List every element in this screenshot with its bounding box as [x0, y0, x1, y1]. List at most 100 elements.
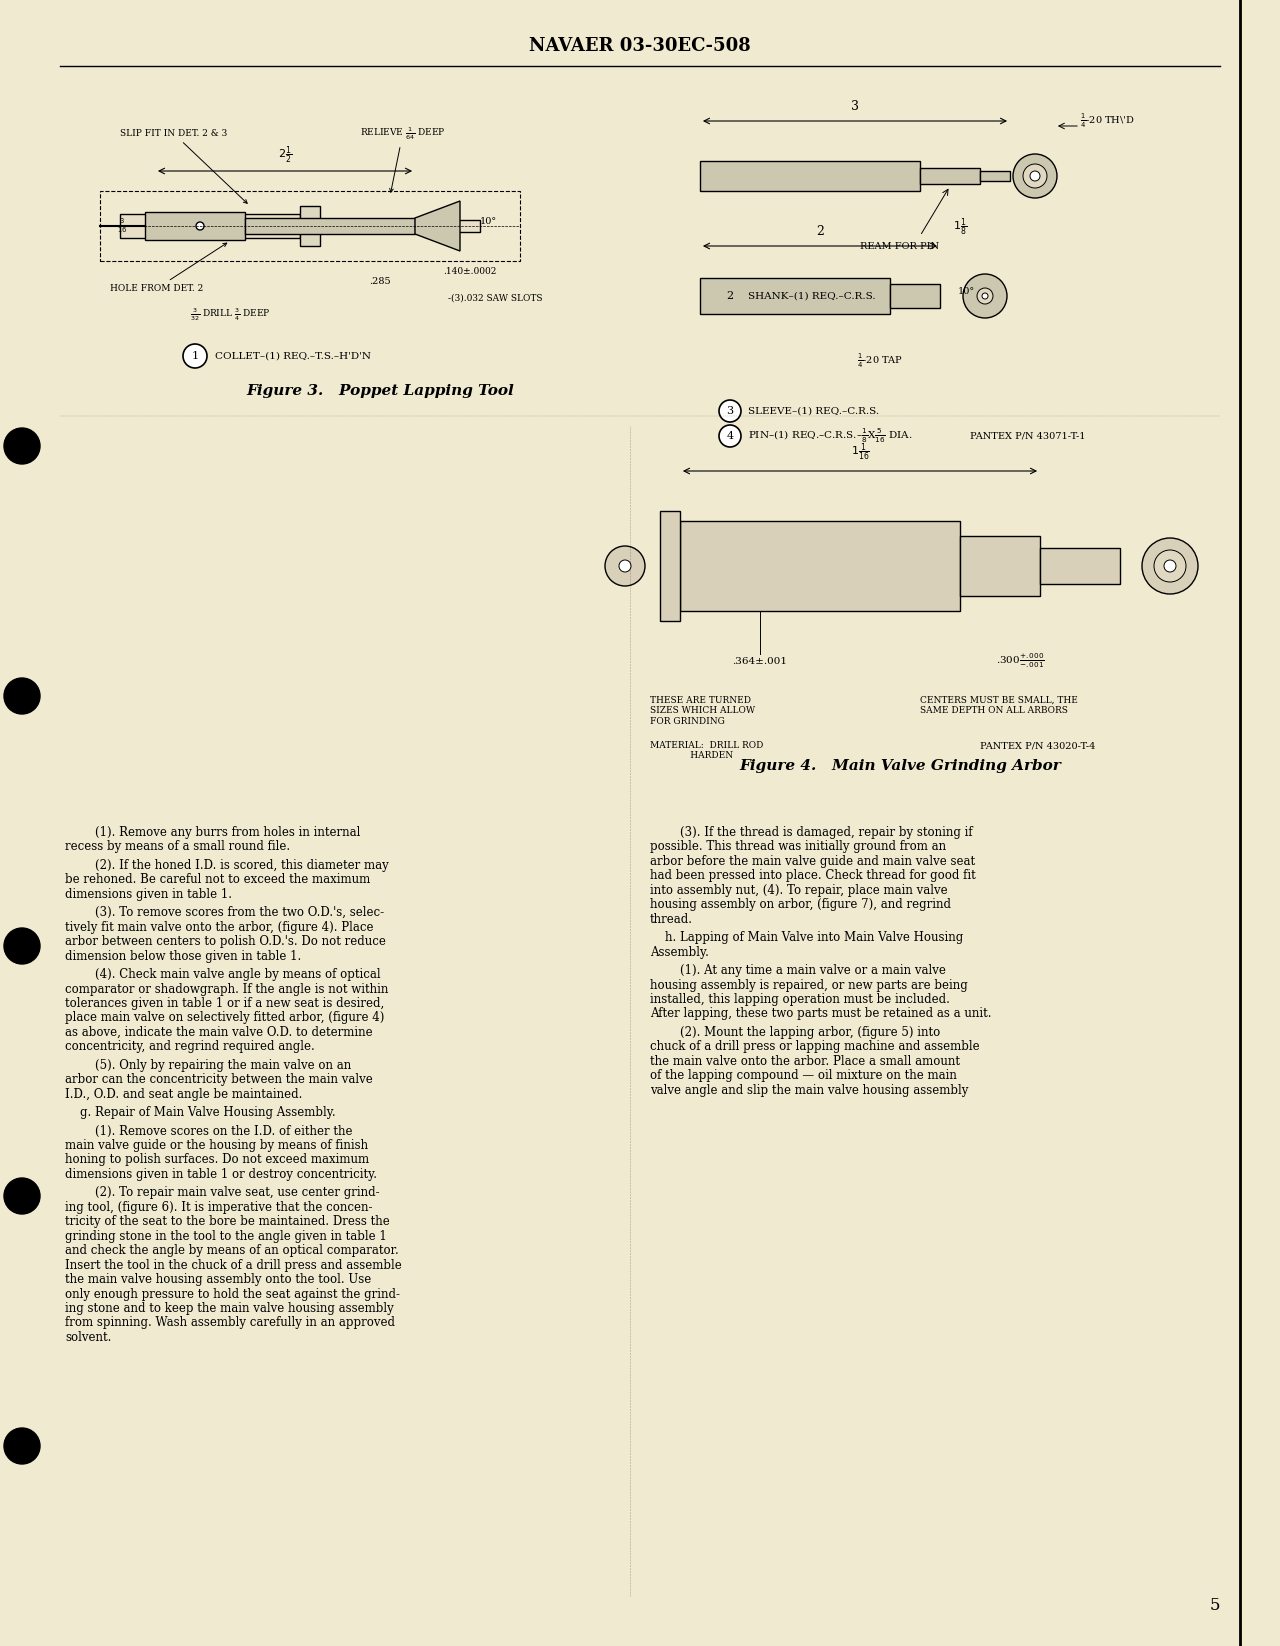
Text: the main valve onto the arbor. Place a small amount: the main valve onto the arbor. Place a s…	[650, 1055, 960, 1068]
Text: 3: 3	[727, 407, 733, 416]
Text: SLIP FIT IN DET. 2 & 3: SLIP FIT IN DET. 2 & 3	[120, 128, 247, 204]
Circle shape	[620, 560, 631, 573]
Bar	[680, 522, 960, 611]
Text: I.D., O.D. and seat angle be maintained.: I.D., O.D. and seat angle be maintained.	[65, 1088, 302, 1101]
Bar	[700, 278, 890, 314]
Circle shape	[4, 428, 40, 464]
Text: $1\frac{1}{8}$: $1\frac{1}{8}$	[954, 217, 966, 239]
Text: honing to polish surfaces. Do not exceed maximum: honing to polish surfaces. Do not exceed…	[65, 1154, 369, 1167]
Text: MATERIAL:  DRILL ROD
              HARDEN: MATERIAL: DRILL ROD HARDEN	[650, 741, 763, 760]
Circle shape	[982, 293, 988, 300]
Text: main valve guide or the housing by means of finish: main valve guide or the housing by means…	[65, 1139, 369, 1152]
Text: THESE ARE TURNED
SIZES WHICH ALLOW
FOR GRINDING: THESE ARE TURNED SIZES WHICH ALLOW FOR G…	[650, 696, 755, 726]
Circle shape	[1142, 538, 1198, 594]
Bar	[100, 191, 520, 262]
Text: Assembly.: Assembly.	[650, 945, 709, 958]
Text: ing tool, (figure 6). It is imperative that the concen-: ing tool, (figure 6). It is imperative t…	[65, 1202, 372, 1213]
Text: Figure 4.   Main Valve Grinding Arbor: Figure 4. Main Valve Grinding Arbor	[739, 759, 1061, 774]
Text: $\frac{1}{4}$-20 TAP: $\frac{1}{4}$-20 TAP	[856, 352, 904, 370]
Polygon shape	[415, 201, 460, 250]
Text: recess by means of a small round file.: recess by means of a small round file.	[65, 841, 291, 853]
Text: (4). Check main valve angle by means of optical: (4). Check main valve angle by means of …	[65, 968, 380, 981]
Text: -(3).032 SAW SLOTS: -(3).032 SAW SLOTS	[448, 293, 543, 303]
Text: place main valve on selectively fitted arbor, (figure 4): place main valve on selectively fitted a…	[65, 1011, 384, 1024]
Bar	[890, 285, 940, 308]
Text: housing assembly is repaired, or new parts are being: housing assembly is repaired, or new par…	[650, 978, 968, 991]
Text: SLEEVE–(1) REQ.–C.R.S.: SLEEVE–(1) REQ.–C.R.S.	[748, 407, 879, 415]
Circle shape	[605, 546, 645, 586]
Text: CENTERS MUST BE SMALL, THE
SAME DEPTH ON ALL ARBORS: CENTERS MUST BE SMALL, THE SAME DEPTH ON…	[920, 696, 1078, 716]
Circle shape	[719, 400, 741, 421]
Text: installed, this lapping operation must be included.: installed, this lapping operation must b…	[650, 993, 950, 1006]
Text: .364±.001: .364±.001	[732, 657, 787, 665]
Circle shape	[719, 285, 741, 308]
Circle shape	[1012, 155, 1057, 198]
Text: tricity of the seat to the bore be maintained. Dress the: tricity of the seat to the bore be maint…	[65, 1215, 389, 1228]
Text: dimensions given in table 1.: dimensions given in table 1.	[65, 887, 232, 900]
Text: (3). If the thread is damaged, repair by stoning if: (3). If the thread is damaged, repair by…	[650, 826, 973, 839]
Circle shape	[1155, 550, 1187, 583]
Circle shape	[719, 425, 741, 448]
Text: COLLET–(1) REQ.–T.S.–H'D'N: COLLET–(1) REQ.–T.S.–H'D'N	[215, 352, 371, 360]
Bar	[980, 171, 1010, 181]
Text: concentricity, and regrind required angle.: concentricity, and regrind required angl…	[65, 1040, 315, 1053]
Text: 10°: 10°	[480, 217, 497, 226]
Text: 2: 2	[727, 291, 733, 301]
Text: only enough pressure to hold the seat against the grind-: only enough pressure to hold the seat ag…	[65, 1287, 399, 1300]
Bar	[920, 168, 980, 184]
Text: into assembly nut, (4). To repair, place main valve: into assembly nut, (4). To repair, place…	[650, 884, 947, 897]
Text: (1). Remove any burrs from holes in internal: (1). Remove any burrs from holes in inte…	[65, 826, 361, 839]
Text: as above, indicate the main valve O.D. to determine: as above, indicate the main valve O.D. t…	[65, 1025, 372, 1039]
Bar	[960, 537, 1039, 596]
Text: (1). Remove scores on the I.D. of either the: (1). Remove scores on the I.D. of either…	[65, 1124, 352, 1137]
Text: from spinning. Wash assembly carefully in an approved: from spinning. Wash assembly carefully i…	[65, 1317, 396, 1330]
Text: solvent.: solvent.	[65, 1332, 111, 1343]
Text: PIN–(1) REQ.–C.R.S.–$\frac{1}{8}$X$\frac{5}{16}$ DIA.: PIN–(1) REQ.–C.R.S.–$\frac{1}{8}$X$\frac…	[748, 426, 913, 444]
Bar	[145, 212, 244, 240]
Bar	[660, 510, 680, 621]
Text: 5: 5	[1210, 1598, 1220, 1615]
Text: dimensions given in table 1 or destroy concentricity.: dimensions given in table 1 or destroy c…	[65, 1169, 378, 1180]
Text: and check the angle by means of an optical comparator.: and check the angle by means of an optic…	[65, 1244, 399, 1258]
Text: 4: 4	[727, 431, 733, 441]
Bar	[1039, 548, 1120, 584]
Text: (3). To remove scores from the two O.D.'s, selec-: (3). To remove scores from the two O.D.'…	[65, 907, 384, 918]
Text: PANTEX P/N 43020-T-4: PANTEX P/N 43020-T-4	[980, 741, 1096, 751]
Text: tolerances given in table 1 or if a new seat is desired,: tolerances given in table 1 or if a new …	[65, 997, 384, 1011]
Circle shape	[4, 678, 40, 714]
Text: .285: .285	[369, 277, 390, 285]
Text: 1: 1	[192, 351, 198, 360]
Text: tively fit main valve onto the arbor, (figure 4). Place: tively fit main valve onto the arbor, (f…	[65, 920, 374, 933]
Text: (1). At any time a main valve or a main valve: (1). At any time a main valve or a main …	[650, 965, 946, 978]
Circle shape	[4, 1179, 40, 1215]
Text: (2). If the honed I.D. is scored, this diameter may: (2). If the honed I.D. is scored, this d…	[65, 859, 389, 872]
Text: housing assembly on arbor, (figure 7), and regrind: housing assembly on arbor, (figure 7), a…	[650, 899, 951, 912]
Text: $1\frac{1}{16}$: $1\frac{1}{16}$	[850, 441, 869, 463]
Text: .300$\frac{+.000}{-.001}$: .300$\frac{+.000}{-.001}$	[996, 652, 1044, 670]
Text: valve angle and slip the main valve housing assembly: valve angle and slip the main valve hous…	[650, 1083, 969, 1096]
Text: After lapping, these two parts must be retained as a unit.: After lapping, these two parts must be r…	[650, 1007, 992, 1021]
Circle shape	[977, 288, 993, 305]
Text: dimension below those given in table 1.: dimension below those given in table 1.	[65, 950, 301, 963]
Text: .140±.0002: .140±.0002	[443, 267, 497, 275]
Text: $\frac{3}{16}$: $\frac{3}{16}$	[118, 217, 128, 235]
Text: grinding stone in the tool to the angle given in table 1: grinding stone in the tool to the angle …	[65, 1230, 387, 1243]
Circle shape	[1023, 165, 1047, 188]
Text: ing stone and to keep the main valve housing assembly: ing stone and to keep the main valve hou…	[65, 1302, 394, 1315]
Text: had been pressed into place. Check thread for good fit: had been pressed into place. Check threa…	[650, 869, 975, 882]
Text: possible. This thread was initially ground from an: possible. This thread was initially grou…	[650, 841, 946, 853]
Text: REAM FOR PIN: REAM FOR PIN	[860, 242, 940, 250]
Text: Insert the tool in the chuck of a drill press and assemble: Insert the tool in the chuck of a drill …	[65, 1259, 402, 1272]
Text: thread.: thread.	[650, 912, 692, 925]
Text: PANTEX P/N 43071-T-1: PANTEX P/N 43071-T-1	[970, 431, 1085, 441]
Circle shape	[183, 344, 207, 369]
Text: (2). To repair main valve seat, use center grind-: (2). To repair main valve seat, use cent…	[65, 1187, 380, 1200]
Text: $2\frac{1}{2}$: $2\frac{1}{2}$	[278, 145, 292, 166]
Circle shape	[196, 222, 204, 230]
Text: Figure 3.   Poppet Lapping Tool: Figure 3. Poppet Lapping Tool	[246, 384, 513, 398]
Text: 3: 3	[851, 100, 859, 114]
Text: HOLE FROM DET. 2: HOLE FROM DET. 2	[110, 244, 227, 293]
Circle shape	[1164, 560, 1176, 573]
Text: (5). Only by repairing the main valve on an: (5). Only by repairing the main valve on…	[65, 1058, 351, 1072]
Text: g. Repair of Main Valve Housing Assembly.: g. Repair of Main Valve Housing Assembly…	[65, 1106, 335, 1119]
